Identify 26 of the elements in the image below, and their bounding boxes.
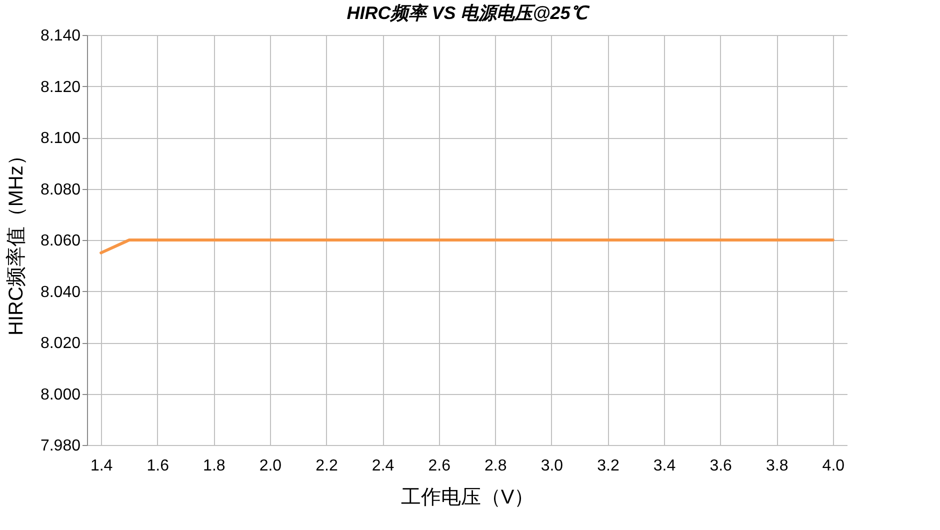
x-tick-label: 1.8 bbox=[203, 458, 226, 474]
y-axis-title: HIRC频率值（MHz） bbox=[5, 146, 28, 336]
x-tick-label: 2.8 bbox=[484, 458, 507, 474]
x-tick-label: 1.4 bbox=[90, 458, 113, 474]
x-tick-label: 1.6 bbox=[146, 458, 170, 474]
y-tick-label: 8.060 bbox=[40, 232, 81, 250]
x-tick-label: 2.4 bbox=[372, 458, 394, 474]
y-tick-label: 8.020 bbox=[40, 335, 81, 352]
x-axis-title: 工作电压（V） bbox=[400, 486, 534, 508]
y-tick-label: 8.100 bbox=[40, 130, 81, 147]
x-tick-label: 3.0 bbox=[540, 458, 564, 474]
x-tick-label: 2.6 bbox=[428, 458, 451, 474]
y-tick-label: 7.980 bbox=[40, 438, 81, 454]
x-tick-label: 2.2 bbox=[316, 458, 338, 474]
x-tick-label: 3.4 bbox=[653, 458, 676, 474]
x-tick-label: 4.0 bbox=[822, 458, 845, 474]
y-tick-label: 8.040 bbox=[40, 284, 81, 301]
x-tick-label: 3.6 bbox=[710, 458, 732, 474]
x-tick-label: 3.8 bbox=[766, 458, 788, 474]
y-tick-label: 8.080 bbox=[40, 181, 81, 198]
x-tick-label: 3.2 bbox=[597, 458, 620, 474]
x-tick-label: 2.0 bbox=[259, 458, 282, 474]
chart-title: HIRC频率 VS 电源电压@25℃ bbox=[346, 3, 590, 23]
y-tick-label: 8.000 bbox=[40, 386, 81, 404]
y-tick-label: 8.120 bbox=[40, 78, 81, 96]
y-tick-label: 8.140 bbox=[40, 28, 81, 44]
